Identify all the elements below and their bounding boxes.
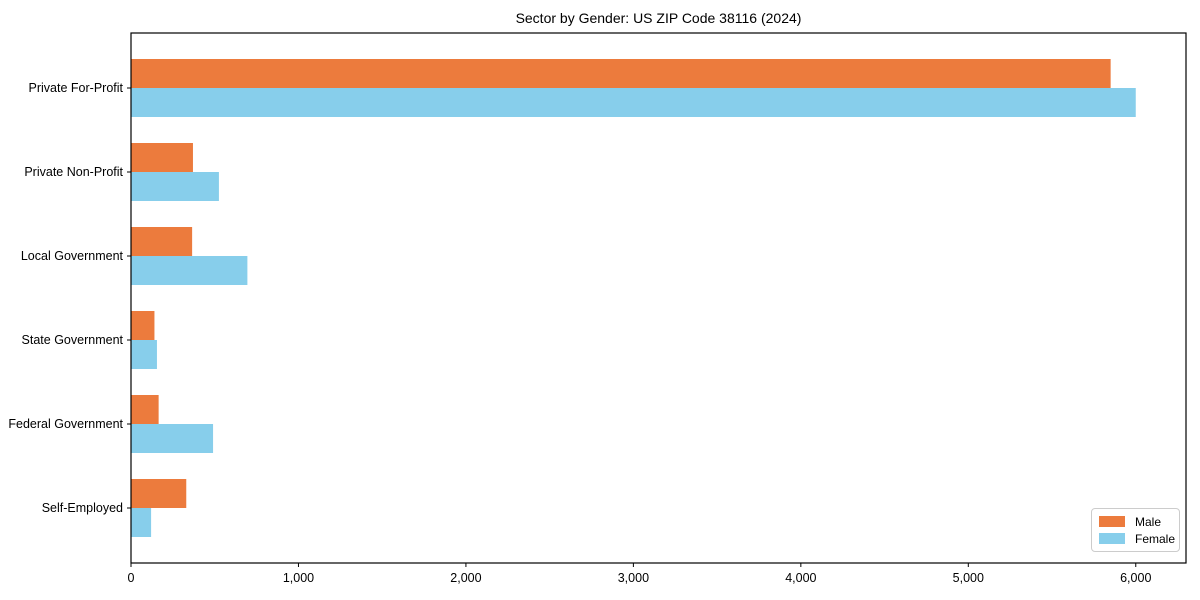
legend-swatch-male-icon [1099, 516, 1125, 527]
legend-label-male: Male [1135, 514, 1162, 529]
bar-female-state-government [131, 340, 157, 369]
bar-male-state-government [131, 311, 155, 340]
plot-frame [130, 32, 1187, 564]
x-tick-label-1000: 1,000 [283, 571, 314, 585]
bar-female-private-for-profit [131, 88, 1136, 117]
bar-male-private-non-profit [131, 143, 193, 172]
legend-swatch-female-icon [1099, 533, 1125, 544]
bar-female-self-employed [131, 508, 152, 537]
y-axis-label-state-government: State Government [22, 333, 124, 347]
legend-label-female: Female [1135, 531, 1176, 546]
legend-item-male: Male [1099, 516, 1172, 528]
y-axis-label-self-employed: Self-Employed [42, 501, 123, 515]
y-axis-label-local-government: Local Government [21, 249, 124, 263]
bar-male-federal-government [131, 395, 159, 424]
x-tick-label-6000: 6,000 [1120, 571, 1151, 585]
chart-title: Sector by Gender: US ZIP Code 38116 (202… [515, 10, 802, 26]
x-tick-label-5000: 5,000 [953, 571, 984, 585]
bar-female-local-government [131, 256, 248, 285]
x-tick-label-0: 0 [128, 571, 135, 585]
legend-item-female: Female [1099, 531, 1176, 546]
bar-female-federal-government [131, 424, 214, 453]
bar-female-private-non-profit [131, 172, 219, 201]
y-axis-label-federal-government: Federal Government [8, 417, 123, 431]
x-tick-label-4000: 4,000 [785, 571, 816, 585]
bar-male-local-government [131, 227, 193, 256]
y-axis-label-private-non-profit: Private Non-Profit [24, 165, 123, 179]
legend: Male Female [1091, 508, 1180, 552]
y-axis-label-private-for-profit: Private For-Profit [29, 81, 124, 95]
bar-male-self-employed [131, 479, 187, 508]
x-tick-label-3000: 3,000 [618, 571, 649, 585]
bar-male-private-for-profit [131, 59, 1111, 88]
x-tick-label-2000: 2,000 [450, 571, 481, 585]
